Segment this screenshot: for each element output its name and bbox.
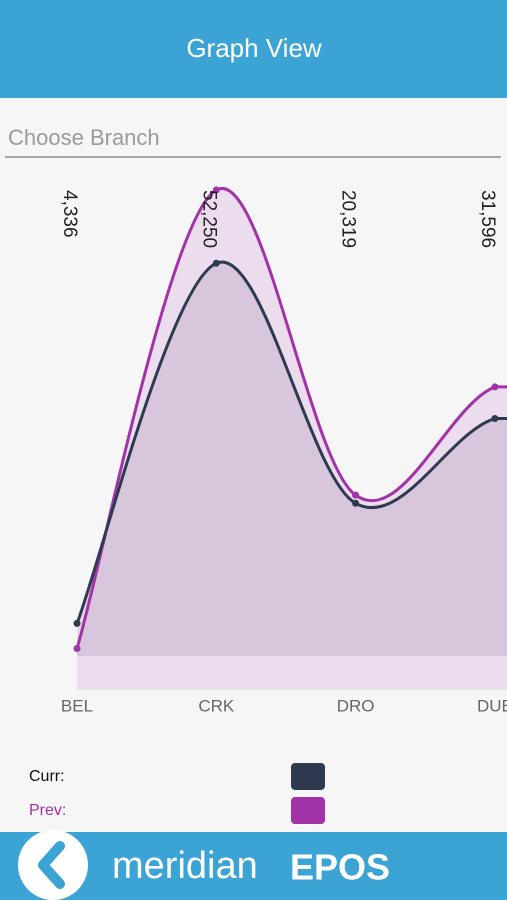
chart: BEL CRK DRO DUB 4,336 52,250 20,319 31,596 Curr:… (29, 186, 507, 824)
app-title: Graph View (186, 33, 322, 63)
data-label: 20,319 (338, 190, 359, 248)
data-point (352, 499, 360, 507)
legend-swatch (291, 797, 325, 824)
series-area (77, 188, 507, 690)
brand-bold: EPOS (290, 847, 390, 888)
data-point (73, 644, 81, 652)
data-label: 52,250 (198, 190, 219, 248)
data-label: 4,336 (59, 190, 80, 238)
branch-input[interactable]: Choose Branch (8, 125, 160, 150)
logo-chevron (38, 841, 65, 889)
logo-circle (18, 830, 88, 900)
data-point (352, 491, 360, 499)
x-tick-label: DUB (477, 696, 507, 715)
data-point (73, 619, 81, 627)
x-tick-label: BEL (61, 696, 93, 715)
series-line (75, 187, 507, 649)
data-label: 31,596 (477, 190, 498, 248)
data-point (491, 383, 499, 391)
series-line (75, 260, 507, 624)
legend-label: Curr: (29, 768, 65, 785)
legend-swatch (291, 763, 325, 790)
x-tick-label: CRK (198, 696, 235, 715)
data-point (491, 415, 499, 423)
series-area (77, 262, 507, 656)
brand-light: meridian (112, 845, 258, 887)
x-tick-label: DRO (337, 696, 375, 715)
data-point (212, 259, 220, 267)
legend-label: Prev: (29, 802, 66, 819)
app-bar (0, 0, 507, 98)
data-point (212, 186, 220, 194)
